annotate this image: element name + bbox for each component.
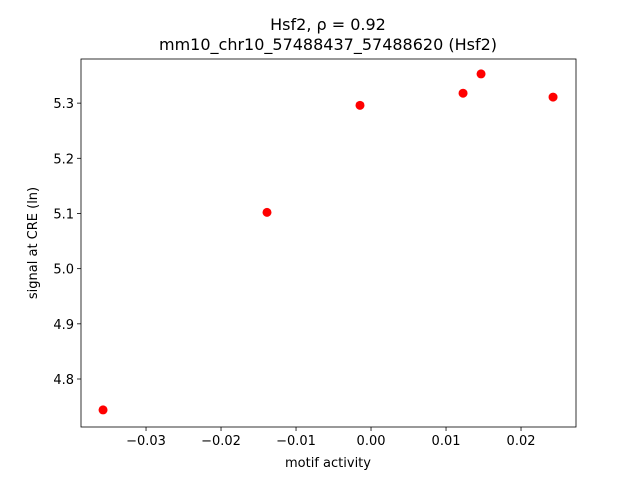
- y-tick-label: 5.2: [53, 152, 74, 167]
- plot-frame: [80, 58, 577, 428]
- x-tick-label: 0.02: [507, 434, 536, 449]
- x-axis-label: motif activity: [285, 456, 371, 471]
- y-tick-label: 5.1: [53, 207, 74, 222]
- x-tick-label: 0.00: [357, 434, 386, 449]
- x-tick-label: 0.01: [432, 434, 461, 449]
- point: [355, 100, 365, 110]
- point: [98, 405, 108, 415]
- y-axis-label: signal at CRE (ln): [26, 187, 41, 299]
- point: [458, 88, 468, 98]
- y-tick-label: 5.3: [53, 97, 74, 112]
- x-tick-label: −0.03: [126, 434, 166, 449]
- point: [476, 69, 486, 79]
- chart-title: Hsf2, ρ = 0.92: [270, 15, 386, 34]
- x-tick-label: −0.02: [201, 434, 241, 449]
- y-tick-label: 4.8: [53, 373, 74, 388]
- y-tick-label: 5.0: [53, 263, 74, 278]
- point: [548, 92, 558, 102]
- x-tick-label: −0.01: [276, 434, 316, 449]
- point: [262, 207, 272, 217]
- chart-subtitle: mm10_chr10_57488437_57488620 (Hsf2): [159, 35, 497, 55]
- y-tick-label: 4.9: [53, 318, 74, 333]
